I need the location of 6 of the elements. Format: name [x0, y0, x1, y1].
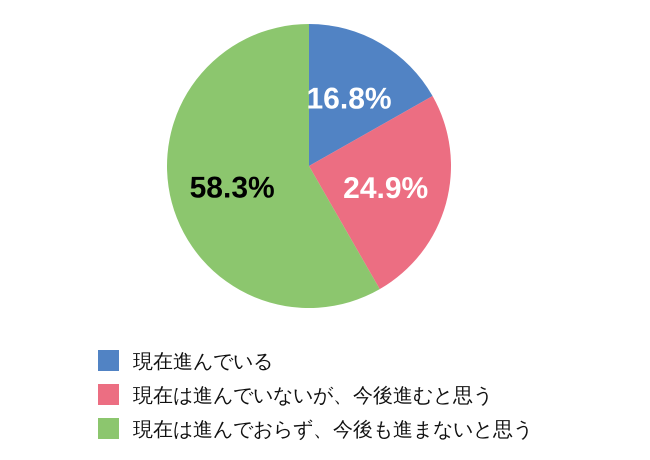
data-label: 58.3% [190, 172, 275, 204]
legend-label: 現在進んでいる [133, 349, 273, 373]
legend-label: 現在は進んでいないが、今後進むと思う [133, 383, 493, 407]
legend-label: 現在は進んでおらず、今後も進まないと思う [133, 417, 533, 441]
data-label: 16.8% [306, 82, 392, 116]
data-label: 24.9% [343, 172, 428, 205]
